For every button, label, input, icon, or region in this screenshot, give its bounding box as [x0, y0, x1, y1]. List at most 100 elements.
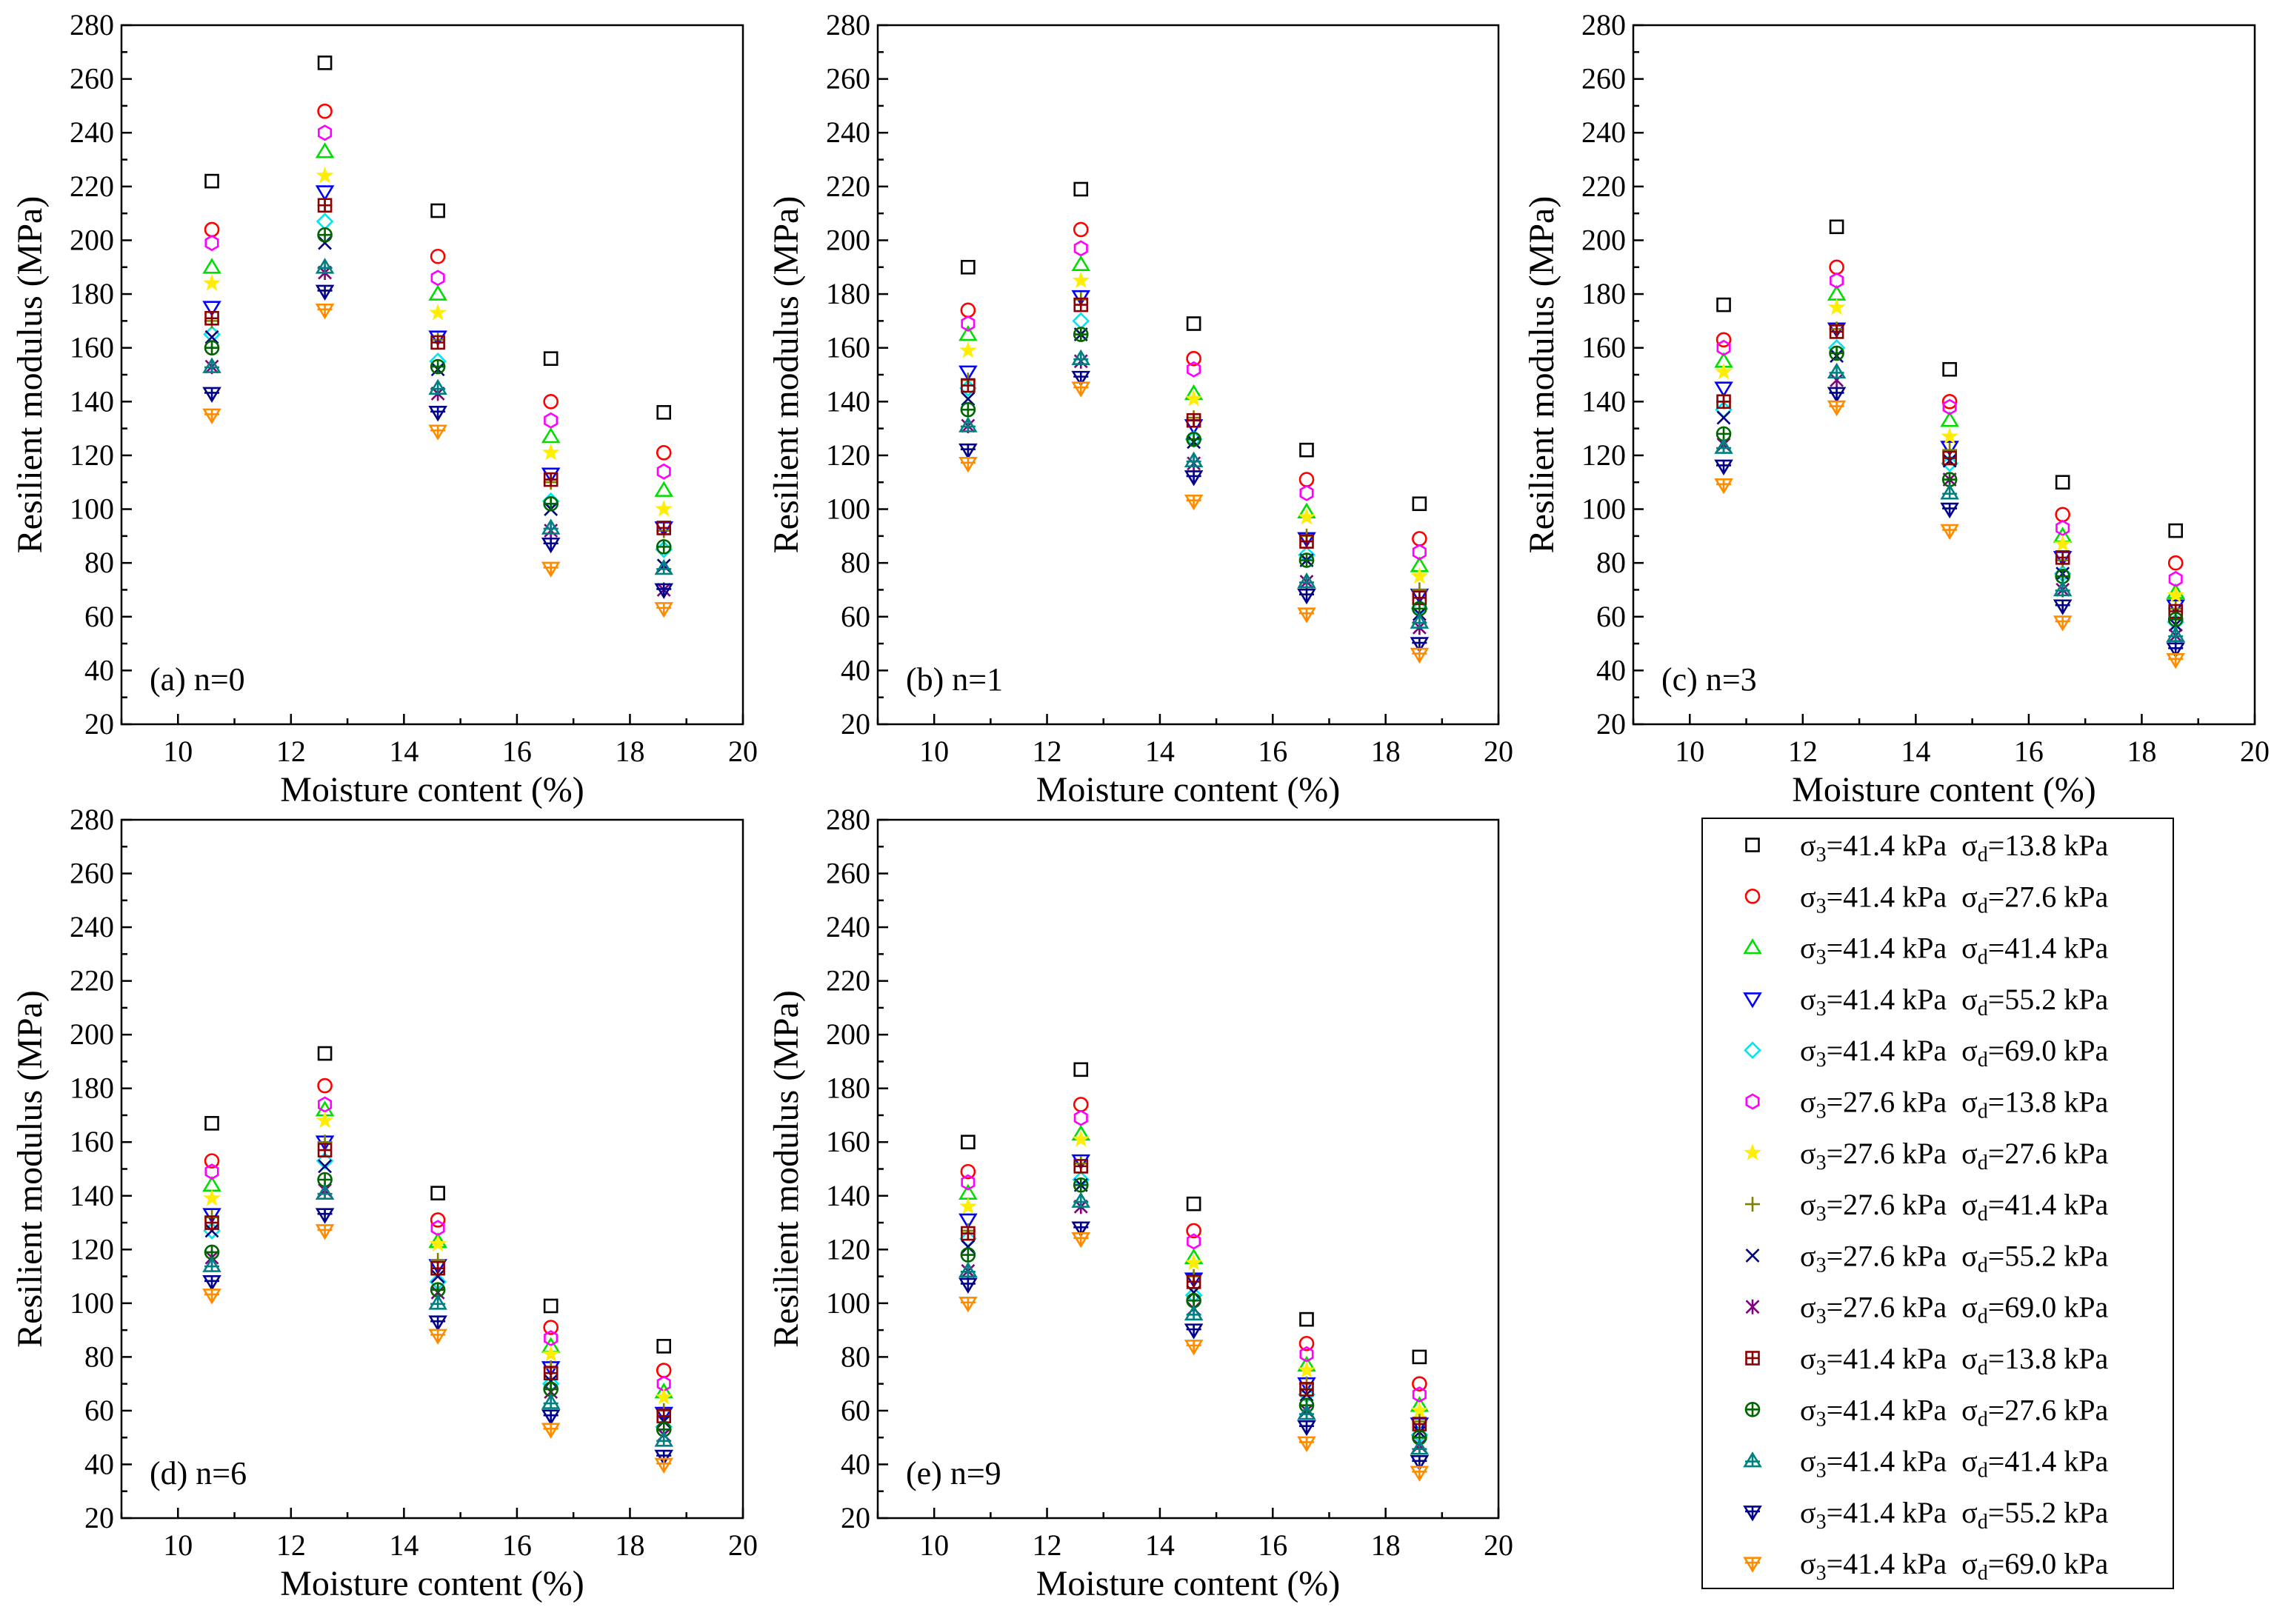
- data-point: [430, 335, 445, 350]
- y-tick-label: 160: [826, 331, 870, 364]
- data-point: [1298, 1361, 1316, 1378]
- data-point: [961, 392, 976, 407]
- data-point: [656, 521, 672, 535]
- data-point: [1940, 411, 1959, 427]
- y-axis-title: Resilient modulus (MPa): [10, 990, 50, 1348]
- legend-entry: σ3=41.4 kPa σd=69.0 kPa: [1743, 1547, 2108, 1585]
- data-point: [541, 1393, 561, 1409]
- y-tick-label: 280: [826, 803, 870, 836]
- x-axis-title: Moisture content (%): [280, 1564, 584, 1603]
- data-point: [1412, 544, 1427, 561]
- y-tick-label: 160: [70, 331, 114, 364]
- data-point: [656, 1339, 672, 1354]
- chart-panel: 10 12 14 16 18 20 20 40 60 80 100 120 140 160 180 200 22…: [10, 803, 758, 1603]
- data-point: [428, 406, 447, 422]
- data-point: [1714, 438, 1733, 454]
- y-tick-label: 20: [84, 1501, 114, 1534]
- y-tick-label: 140: [826, 384, 870, 418]
- data-point: [1071, 349, 1091, 366]
- y-tick-label: 280: [826, 8, 870, 41]
- data-point: [317, 56, 333, 70]
- data-point: [430, 248, 446, 264]
- x-tick-label: 12: [276, 1528, 306, 1562]
- y-tick-label: 40: [841, 1447, 870, 1480]
- data-point: [1073, 327, 1089, 342]
- data-point: [1073, 1062, 1089, 1077]
- x-tick-label: 12: [1033, 1528, 1062, 1562]
- y-tick-label: 260: [70, 857, 114, 890]
- data-point: [656, 444, 672, 461]
- data-point: [1298, 1335, 1315, 1351]
- data-point: [204, 173, 219, 189]
- y-tick-label: 140: [1581, 384, 1626, 418]
- x-tick-label: 12: [1033, 735, 1062, 768]
- data-point: [315, 142, 335, 158]
- y-tick-label: 180: [70, 1072, 114, 1105]
- plot-frame: [876, 818, 1500, 1520]
- data-point: [1184, 1304, 1204, 1321]
- legend-marker: [1743, 938, 1762, 955]
- data-point: [1071, 381, 1091, 398]
- legend-label: σ3=41.4 kPa σd=55.2 kPa: [1800, 983, 2108, 1020]
- y-tick-label: 160: [1581, 331, 1626, 364]
- legend-label: σ3=27.6 kPa σd=41.4 kPa: [1800, 1188, 2108, 1226]
- data-point: [654, 1457, 674, 1474]
- data-point: [429, 304, 447, 321]
- x-tick-label: 20: [728, 1528, 758, 1562]
- legend-entry: σ3=41.4 kPa σd=69.0 kPa: [1744, 1034, 2108, 1072]
- y-tick-label: 80: [84, 546, 114, 579]
- data-point: [430, 358, 446, 375]
- chart-panel: 10 12 14 16 18 20 20 40 60 80 100 120 140 160 180 200 22…: [10, 8, 758, 809]
- legend-marker: [1745, 1248, 1760, 1263]
- x-tick-label: 10: [163, 735, 193, 768]
- data-point: [1298, 552, 1315, 568]
- data-point: [430, 203, 445, 218]
- legend-marker: [1745, 1093, 1760, 1110]
- legend-label: σ3=41.4 kPa σd=13.8 kPa: [1800, 829, 2108, 866]
- data-point: [317, 198, 333, 213]
- data-point: [1186, 1223, 1201, 1239]
- x-tick-label: 14: [389, 735, 419, 768]
- data-point: [1827, 400, 1847, 417]
- legend-entry: σ3=41.4 kPa σd=13.8 kPa: [1745, 829, 2108, 866]
- data-point: [541, 537, 561, 554]
- data-point: [1297, 1404, 1316, 1420]
- data-point: [204, 1223, 219, 1238]
- data-point: [543, 394, 559, 410]
- data-point: [958, 1261, 978, 1278]
- data-point: [1940, 502, 1959, 519]
- y-tick-label: 200: [826, 223, 870, 256]
- data-point: [1410, 647, 1430, 664]
- data-point: [958, 457, 978, 473]
- data-point: [1410, 567, 1429, 584]
- data-point: [1073, 297, 1089, 313]
- data-point: [960, 1163, 976, 1180]
- y-tick-label: 240: [1581, 116, 1626, 149]
- data-point: [656, 539, 672, 555]
- legend-label: σ3=27.6 kPa σd=27.6 kPa: [1800, 1137, 2108, 1174]
- data-point: [958, 365, 978, 381]
- data-point: [315, 1183, 335, 1200]
- legend-label: σ3=41.4 kPa σd=27.6 kPa: [1800, 880, 2108, 918]
- data-point: [543, 351, 559, 367]
- y-tick-label: 140: [826, 1179, 870, 1212]
- data-point: [1829, 345, 1844, 361]
- y-tick-label: 180: [70, 277, 114, 310]
- data-point: [202, 408, 221, 424]
- data-point: [204, 1116, 219, 1131]
- data-point: [204, 235, 219, 252]
- data-point: [2053, 580, 2073, 597]
- data-point: [543, 472, 559, 487]
- y-tick-label: 240: [826, 910, 870, 943]
- y-tick-label: 20: [1596, 707, 1626, 741]
- y-tick-label: 60: [841, 600, 870, 633]
- data-point: [1184, 390, 1203, 407]
- x-tick-label: 16: [1258, 735, 1287, 768]
- x-tick-label: 14: [389, 1528, 419, 1562]
- y-tick-label: 280: [70, 803, 114, 836]
- data-point: [1940, 484, 1959, 500]
- x-tick-label: 16: [1258, 1528, 1287, 1562]
- y-tick-label: 220: [826, 170, 870, 203]
- data-point: [428, 424, 447, 441]
